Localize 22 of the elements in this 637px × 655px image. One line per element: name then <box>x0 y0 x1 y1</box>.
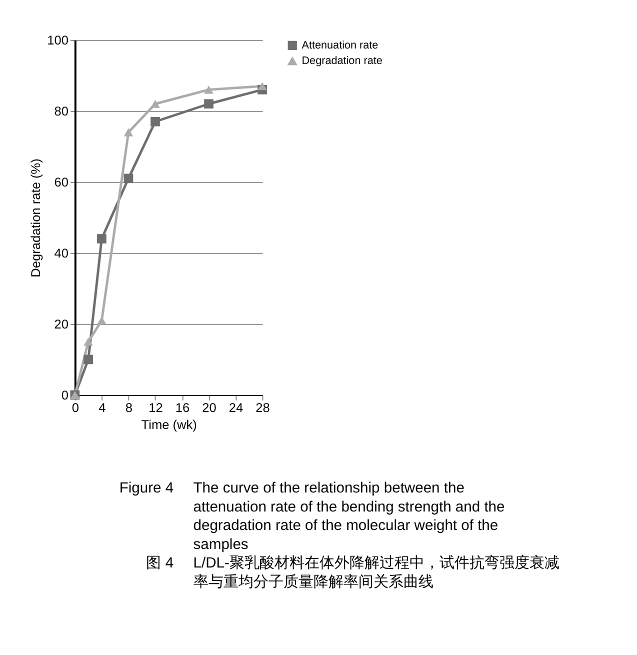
text: L/DL-聚乳酸材料在体外降解过程中，试件抗弯强度衰减率与重均分子质量降解率间关系曲线 <box>193 554 560 590</box>
x-tick-label: 0 <box>72 400 79 416</box>
x-tick-label: 16 <box>175 400 190 416</box>
x-tick-label: 4 <box>98 400 106 416</box>
x-tick-label: 12 <box>148 400 163 416</box>
caption: Figure 4 <box>119 480 174 497</box>
y-tick-label: 0 <box>61 387 69 402</box>
legend-label: Attenuation rate <box>302 39 378 52</box>
legend-label: Degradation rate <box>302 55 382 68</box>
x-axis-title: Time (wk) <box>141 416 197 432</box>
x-tick-label: 28 <box>256 400 270 416</box>
x-tick-label: 20 <box>202 400 216 416</box>
y-tick-label: 80 <box>54 103 69 118</box>
x-tick-label: 8 <box>125 400 133 416</box>
caption: 图 4 <box>146 556 174 572</box>
y-tick-label: 100 <box>47 32 69 48</box>
y-tick-label: 40 <box>54 245 69 260</box>
text: The curve of the relationship between the attenuation rate of the bending strength and the degradation rate of the molecular weight of the samples <box>193 480 505 553</box>
x-tick-label: 24 <box>228 400 244 416</box>
y-tick-label: 60 <box>54 174 69 190</box>
y-axis-title: Degradation rate (%) <box>28 158 44 278</box>
y-tick-label: 20 <box>54 316 69 332</box>
